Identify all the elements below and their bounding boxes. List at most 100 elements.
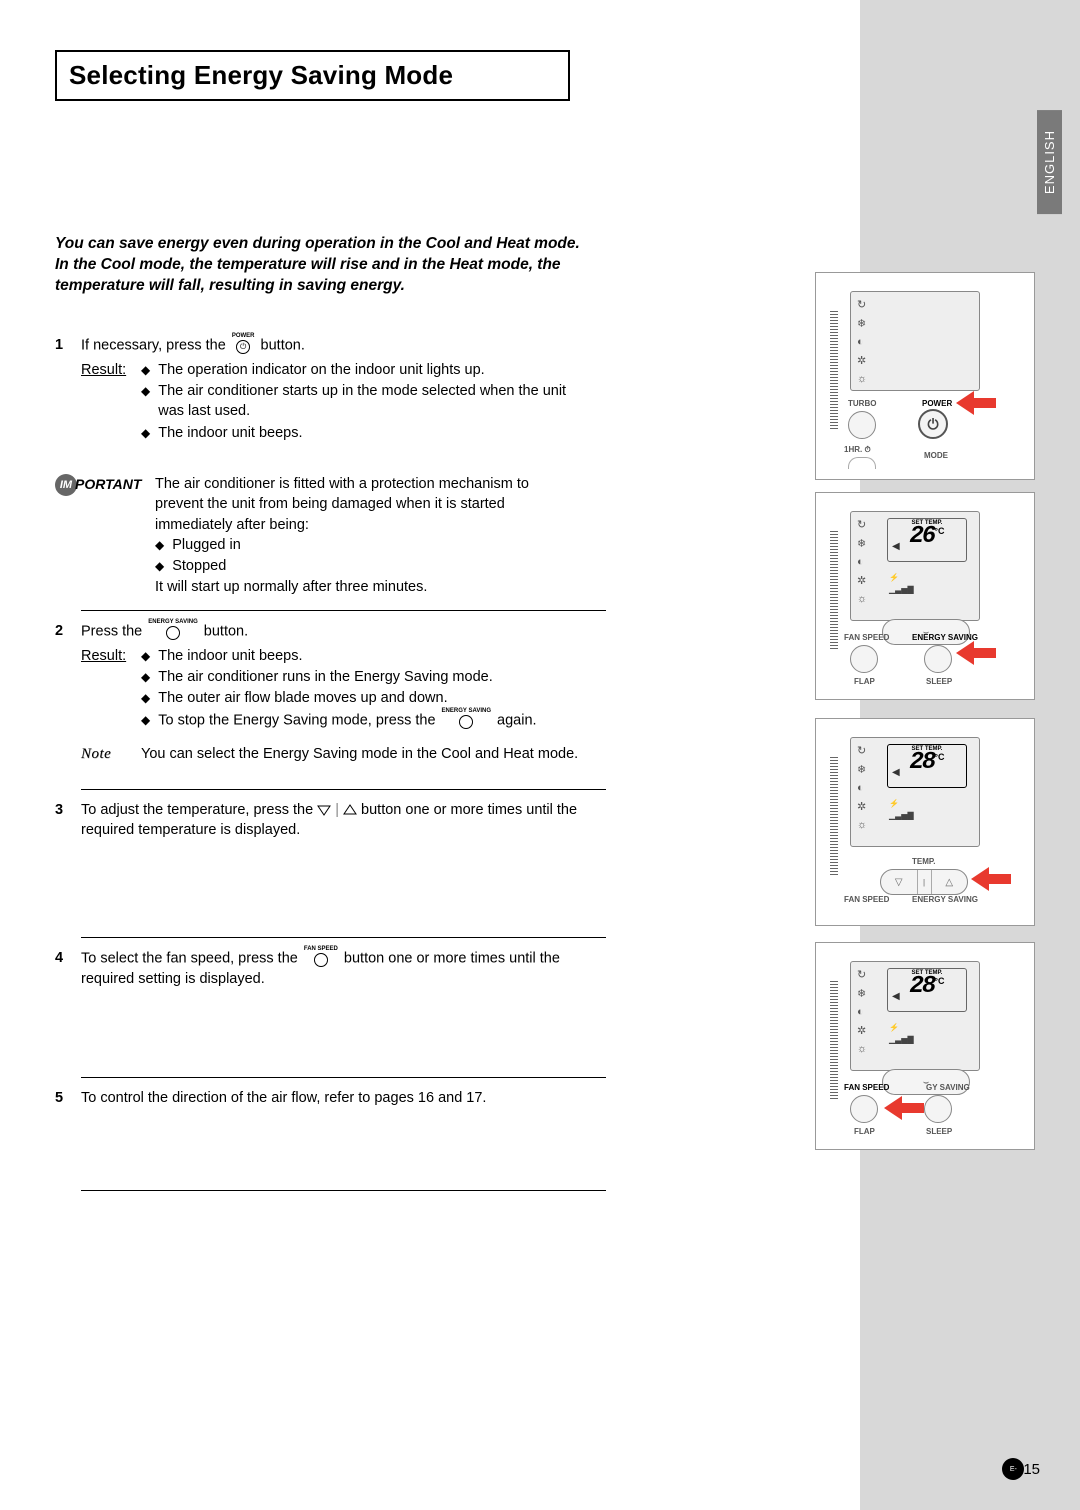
temp-value: 26 bbox=[910, 526, 935, 548]
energysaving-label: GY SAVING bbox=[926, 1083, 970, 1092]
step-number: 4 bbox=[55, 948, 81, 989]
power-icon: POWER ⏻ bbox=[232, 333, 255, 354]
bullet-text: To stop the Energy Saving mode, press th… bbox=[158, 712, 435, 728]
pointer-arrow-icon bbox=[884, 1093, 924, 1123]
step-5: 5 To control the direction of the air fl… bbox=[55, 1078, 580, 1120]
bullet-icon: ◆ bbox=[141, 688, 150, 708]
step-text: If necessary, press the bbox=[81, 337, 226, 353]
step-1: 1 If necessary, press the POWER ⏻ button… bbox=[55, 325, 580, 456]
bullet-icon: ◆ bbox=[155, 535, 164, 555]
bullet-text: The outer air flow blade moves up and do… bbox=[158, 688, 447, 708]
bullet-text: The air conditioner runs in the Energy S… bbox=[158, 667, 493, 687]
step-text: To select the fan speed, press the bbox=[81, 951, 298, 967]
power-button: ⏻ bbox=[918, 409, 948, 439]
step-text: Press the bbox=[81, 623, 142, 639]
display-icons: ⚡▁▃▅▇ bbox=[889, 572, 914, 596]
temp-down-icon bbox=[317, 804, 331, 816]
cool-icon: ❄ bbox=[857, 763, 867, 776]
step-text: button. bbox=[204, 623, 248, 639]
fan-icon: ✲ bbox=[857, 800, 867, 813]
bullet-text: The indoor unit beeps. bbox=[158, 646, 302, 666]
pointer-arrow-icon bbox=[971, 864, 1011, 894]
important-text: It will start up normally after three mi… bbox=[155, 577, 580, 597]
step-number: 5 bbox=[55, 1088, 81, 1108]
step-number: 1 bbox=[55, 335, 81, 444]
turbo-label: TURBO bbox=[848, 399, 876, 408]
bullet-icon: ◆ bbox=[141, 360, 150, 380]
turbo-button bbox=[848, 411, 876, 439]
flap-label: FLAP bbox=[854, 677, 875, 686]
fan-icon: ✲ bbox=[857, 574, 867, 587]
bullet-icon: ◆ bbox=[141, 710, 150, 731]
dry-icon: ◐ bbox=[857, 1006, 867, 1018]
note-label: Note bbox=[81, 746, 111, 762]
display-icons: ⚡▁▃▅▇ bbox=[889, 1022, 914, 1046]
heat-icon: ☼ bbox=[857, 819, 867, 831]
important-label: IMPORTANT bbox=[55, 476, 141, 492]
cool-icon: ❄ bbox=[857, 537, 867, 550]
fanspeed-button bbox=[850, 645, 878, 673]
dry-icon: ◐ bbox=[857, 336, 867, 348]
dry-icon: ◐ bbox=[857, 782, 867, 794]
step-3: 3 To adjust the temperature, press the |… bbox=[55, 790, 580, 853]
page-title: Selecting Energy Saving Mode bbox=[69, 60, 556, 91]
temp-up-icon bbox=[343, 804, 357, 816]
language-tab: ENGLISH bbox=[1037, 110, 1062, 214]
remote-illustration-1: ↻ ❄ ◐ ✲ ☼ TURBO POWER ⏻ 1HR. ⏱ MODE bbox=[815, 272, 1035, 480]
step-text: To adjust the temperature, press the bbox=[81, 802, 313, 818]
energysaving-label: ENERGY SAVING bbox=[912, 895, 978, 904]
remote-illustration-3: ↻ ❄ ◐ ✲ ☼ SET TEMP. ◀ 28°C ⚡▁▃▅▇ TEMP. ▽… bbox=[815, 718, 1035, 926]
pointer-arrow-icon bbox=[956, 388, 996, 418]
heat-icon: ☼ bbox=[857, 1043, 867, 1055]
energy-saving-icon: ENERGY SAVING bbox=[148, 619, 197, 640]
note-text: You can select the Energy Saving mode in… bbox=[141, 744, 580, 765]
divider bbox=[81, 1190, 606, 1191]
step-number: 2 bbox=[55, 621, 81, 765]
dry-icon: ◐ bbox=[857, 556, 867, 568]
auto-icon: ↻ bbox=[857, 968, 867, 981]
result-label: Result: bbox=[81, 360, 141, 444]
flap-label: FLAP bbox=[854, 1127, 875, 1136]
fan-speed-icon: FAN SPEED bbox=[304, 946, 338, 967]
fanspeed-button bbox=[850, 1095, 878, 1123]
heat-icon: ☼ bbox=[857, 593, 867, 605]
fanspeed-label: FAN SPEED bbox=[844, 895, 889, 904]
fan-icon: ✲ bbox=[857, 354, 867, 367]
result-label: Result: bbox=[81, 646, 141, 732]
bullet-text: Stopped bbox=[172, 556, 226, 576]
step-text: To control the direction of the air flow… bbox=[81, 1088, 580, 1108]
remote-illustration-4: ↻ ❄ ◐ ✲ ☼ SET TEMP. ◀ 28°C ⚡▁▃▅▇ ⌣ FAN S… bbox=[815, 942, 1035, 1150]
temp-label: TEMP. bbox=[912, 857, 935, 866]
energysaving-button bbox=[924, 1095, 952, 1123]
bullet-text: Plugged in bbox=[172, 535, 241, 555]
power-label: POWER bbox=[922, 399, 952, 408]
bullet-text: The air conditioner starts up in the mod… bbox=[158, 381, 580, 422]
bullet-text: again. bbox=[497, 712, 537, 728]
energy-saving-icon: ENERGY SAVING bbox=[442, 708, 491, 729]
step-4: 4 To select the fan speed, press the FAN… bbox=[55, 938, 580, 1001]
sleep-label: SLEEP bbox=[926, 1127, 952, 1136]
bullet-text: The operation indicator on the indoor un… bbox=[158, 360, 484, 380]
page-number: E-15 bbox=[1002, 1458, 1040, 1480]
auto-icon: ↻ bbox=[857, 298, 867, 311]
intro-text: You can save energy even during operatio… bbox=[55, 234, 585, 297]
bullet-icon: ◆ bbox=[141, 423, 150, 443]
fanspeed-label: FAN SPEED bbox=[844, 1083, 889, 1092]
cool-icon: ❄ bbox=[857, 317, 867, 330]
step-2: 2 Press the ENERGY SAVING button. Result… bbox=[55, 611, 580, 777]
important-callout: IMPORTANT The air conditioner is fitted … bbox=[55, 474, 580, 598]
bullet-icon: ◆ bbox=[155, 556, 164, 576]
step-number: 3 bbox=[55, 800, 81, 841]
energysaving-button bbox=[924, 645, 952, 673]
fan-icon: ✲ bbox=[857, 1024, 867, 1037]
title-box: Selecting Energy Saving Mode bbox=[55, 50, 570, 101]
step-text: button. bbox=[261, 337, 305, 353]
display-icons: ⚡▁▃▅▇ bbox=[889, 798, 914, 822]
cool-icon: ❄ bbox=[857, 987, 867, 1000]
sleep-label: SLEEP bbox=[926, 677, 952, 686]
bullet-text: The indoor unit beeps. bbox=[158, 423, 302, 443]
fanspeed-label: FAN SPEED bbox=[844, 633, 889, 642]
auto-icon: ↻ bbox=[857, 744, 867, 757]
temp-value: 28 bbox=[910, 752, 935, 774]
important-text: The air conditioner is fitted with a pro… bbox=[155, 474, 580, 535]
